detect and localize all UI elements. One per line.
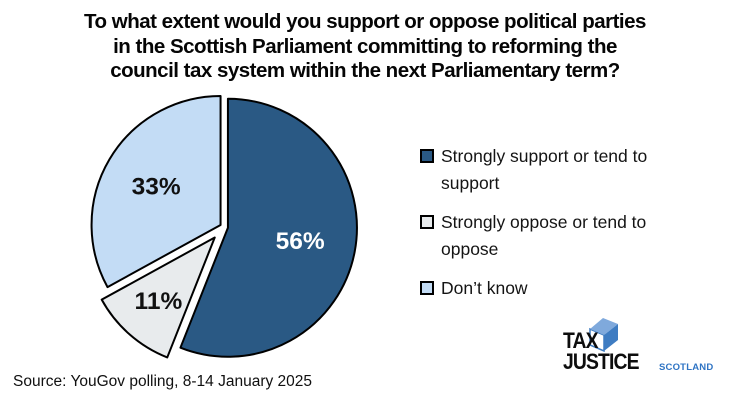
legend: Strongly support or tend to support Stro… [420, 143, 720, 314]
pie-slice-3 [90, 94, 222, 289]
cube-right-face [604, 324, 618, 351]
pie-chart: 56% 11% 33% [90, 94, 358, 359]
tax-justice-scotland-logo: TAX JUSTICE SCOTLAND [560, 316, 720, 380]
pie-slice-label-1: 56% [276, 228, 325, 255]
legend-swatch-strongly-oppose [420, 215, 434, 229]
cube-icon [589, 318, 618, 352]
logo-word-justice: JUSTICE [563, 349, 639, 374]
legend-swatch-strongly-support [420, 149, 434, 163]
chart-title: To what extent would you support or oppo… [0, 10, 730, 84]
cube-top-face [590, 318, 618, 335]
legend-label-strongly-support: Strongly support or tend to support [441, 146, 648, 193]
chart-title-line-3: council tax system within the next Parli… [110, 59, 620, 82]
chart-title-line-2: in the Scottish Parliament committing to… [113, 34, 617, 58]
legend-label-dont-know: Don’t know [441, 278, 528, 298]
chart-title-line-1: To what extent would you support or oppo… [84, 10, 646, 33]
pie-slice-2 [100, 236, 216, 359]
pie-chart-area: 56% 11% 33% [58, 86, 380, 382]
logo-region-scotland: SCOTLAND [659, 362, 714, 373]
legend-item-dont-know: Don’t know [420, 275, 720, 302]
logo-word-tax: TAX [563, 328, 599, 353]
pie-slice-label-3: 33% [132, 173, 181, 200]
legend-swatch-dont-know [420, 281, 434, 295]
pie-slice-label-2: 11% [135, 288, 183, 315]
source-note: Source: YouGov polling, 8-14 January 202… [13, 373, 313, 390]
pie-slice-1 [179, 97, 358, 358]
legend-item-strongly-oppose: Strongly oppose or tend to oppose [420, 209, 720, 263]
legend-label-strongly-oppose: Strongly oppose or tend to oppose [441, 212, 647, 259]
legend-item-strongly-support: Strongly support or tend to support [420, 143, 720, 197]
